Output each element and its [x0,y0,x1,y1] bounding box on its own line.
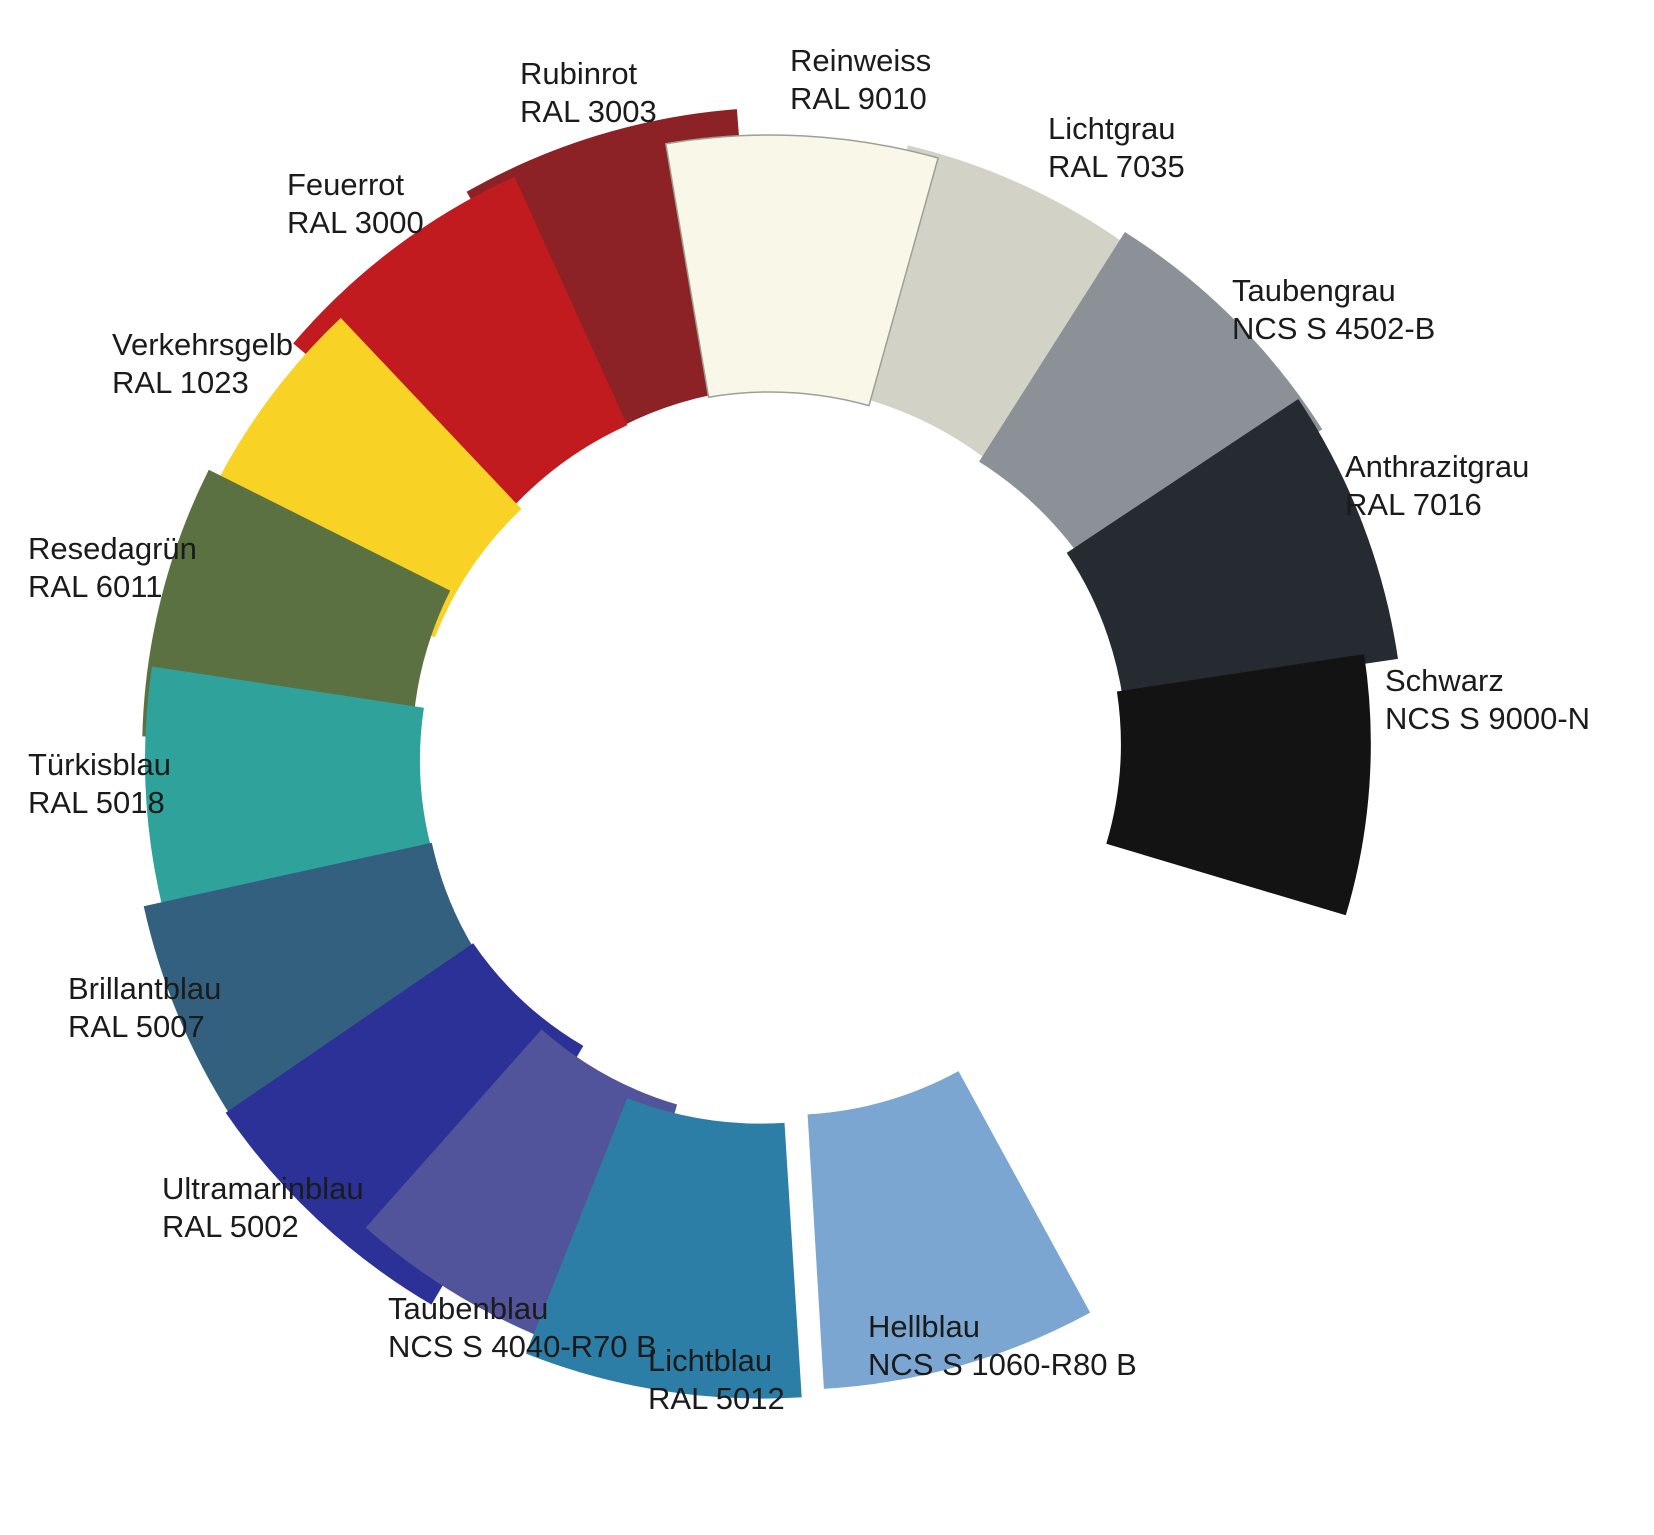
swatch-name: Hellblau [868,1309,981,1344]
swatch-code: NCS S 9000-N [1385,701,1591,736]
swatch-code: RAL 9010 [790,81,927,116]
label-anthrazitgrau: Anthrazitgrau RAL 7016 [1345,448,1529,524]
swatch-anthrazitgrau [1066,399,1398,700]
swatch-code: RAL 5018 [28,785,165,820]
swatch-hellblau [807,1071,1091,1389]
swatch-name: Resedagrün [28,531,197,566]
label-taubengrau: Taubengrau NCS S 4502-B [1232,272,1435,348]
swatch-code: RAL 3000 [287,205,424,240]
label-taubenblau: Taubenblau NCS S 4040-R70 B [388,1290,657,1366]
label-resedagruen: Resedagrün RAL 6011 [28,530,197,606]
swatch-name: Reinweiss [790,43,932,78]
swatch-name: Anthrazitgrau [1345,449,1530,484]
swatch-name: Türkisblau [28,747,171,782]
swatch-resedagruen [142,469,451,743]
swatch-code: NCS S 1060-R80 B [868,1347,1137,1382]
label-feuerrot: Feuerrot RAL 3000 [287,166,424,242]
swatch-code: RAL 6011 [28,569,163,604]
label-lichtgrau: Lichtgrau RAL 7035 [1048,110,1185,186]
swatch-name: Taubengrau [1232,273,1396,308]
swatch-lichtgrau [848,145,1155,466]
swatch-name: Verkehrsgelb [112,327,293,362]
label-lichtblau: Lichtblau RAL 5012 [648,1342,785,1418]
label-reinweiss: Reinweiss RAL 9010 [790,42,931,118]
swatch-name: Lichtblau [648,1343,773,1378]
label-verkehrsgelb: Verkehrsgelb RAL 1023 [112,326,293,402]
swatch-code: RAL 5002 [162,1209,299,1244]
swatch-name: Lichtgrau [1048,111,1176,146]
swatch-name: Rubinrot [520,56,638,91]
swatch-name: Brillantblau [68,971,222,1006]
label-rubinrot: Rubinrot RAL 3003 [520,55,657,131]
swatch-code: RAL 5012 [648,1381,785,1416]
swatch-code: RAL 1023 [112,365,249,400]
swatch-feuerrot [293,176,628,521]
swatch-code: RAL 7016 [1345,487,1482,522]
swatch-code: NCS S 4502-B [1232,311,1436,346]
swatch-schwarz [1106,654,1371,916]
swatch-name: Ultramarinblau [162,1171,364,1206]
swatch-code: RAL 5007 [68,1009,205,1044]
swatch-name: Schwarz [1385,663,1504,698]
swatch-ultramarinblau [225,943,584,1305]
swatch-code: RAL 7035 [1048,149,1185,184]
swatch-lichtblau [526,1098,802,1399]
swatch-reinweiss [664,134,940,407]
swatch-code: RAL 3003 [520,94,657,129]
swatch-brillantblau [143,842,497,1162]
label-ultramarinblau: Ultramarinblau RAL 5002 [162,1170,364,1246]
swatch-taubengrau [979,232,1323,576]
label-schwarz: Schwarz NCS S 9000-N [1385,662,1590,738]
label-hellblau: Hellblau NCS S 1060-R80 B [868,1308,1137,1384]
swatch-name: Feuerrot [287,167,405,202]
swatch-code: NCS S 4040-R70 B [388,1329,657,1364]
label-tuerkisblau: Türkisblau RAL 5018 [28,746,171,822]
label-brillantblau: Brillantblau RAL 5007 [68,970,221,1046]
swatch-name: Taubenblau [388,1291,549,1326]
